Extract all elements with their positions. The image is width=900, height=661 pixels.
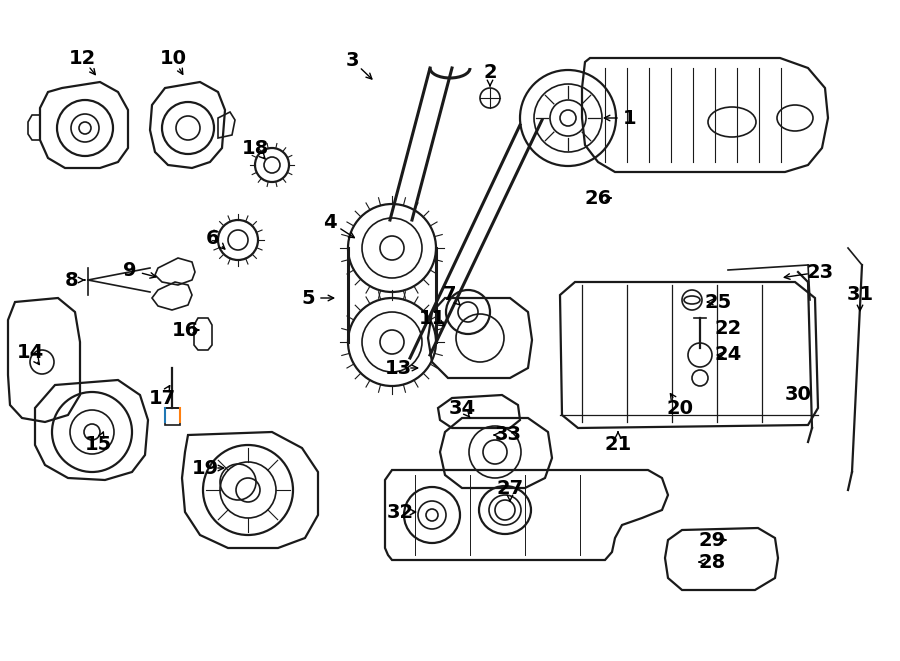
Text: 23: 23 bbox=[806, 262, 833, 282]
Text: 6: 6 bbox=[206, 229, 220, 247]
Text: 16: 16 bbox=[171, 321, 199, 340]
Text: 24: 24 bbox=[715, 346, 742, 364]
Text: 8: 8 bbox=[65, 270, 79, 290]
Text: 22: 22 bbox=[715, 319, 742, 338]
Text: 9: 9 bbox=[123, 260, 137, 280]
Text: 12: 12 bbox=[68, 48, 95, 67]
Text: 11: 11 bbox=[418, 309, 446, 327]
Text: 14: 14 bbox=[16, 342, 43, 362]
Text: 15: 15 bbox=[85, 436, 112, 455]
Text: 7: 7 bbox=[443, 286, 456, 305]
Text: 27: 27 bbox=[497, 479, 524, 498]
Text: 18: 18 bbox=[241, 139, 268, 157]
Text: 4: 4 bbox=[323, 212, 337, 231]
Text: 32: 32 bbox=[386, 502, 414, 522]
Text: 30: 30 bbox=[785, 385, 812, 405]
Text: 2: 2 bbox=[483, 63, 497, 81]
Text: 5: 5 bbox=[302, 288, 315, 307]
Text: 21: 21 bbox=[605, 436, 632, 455]
Text: 31: 31 bbox=[846, 286, 874, 305]
Text: 13: 13 bbox=[384, 358, 411, 377]
Text: 19: 19 bbox=[192, 459, 219, 477]
Text: 3: 3 bbox=[346, 50, 359, 69]
Text: 25: 25 bbox=[705, 293, 732, 311]
Text: 28: 28 bbox=[698, 553, 725, 572]
Text: 17: 17 bbox=[148, 389, 176, 407]
Text: 1: 1 bbox=[623, 108, 637, 128]
Text: 33: 33 bbox=[494, 426, 521, 444]
Text: 34: 34 bbox=[448, 399, 475, 418]
Text: 26: 26 bbox=[584, 188, 612, 208]
Text: 10: 10 bbox=[159, 48, 186, 67]
Text: 20: 20 bbox=[667, 399, 694, 418]
Text: 29: 29 bbox=[698, 531, 725, 549]
